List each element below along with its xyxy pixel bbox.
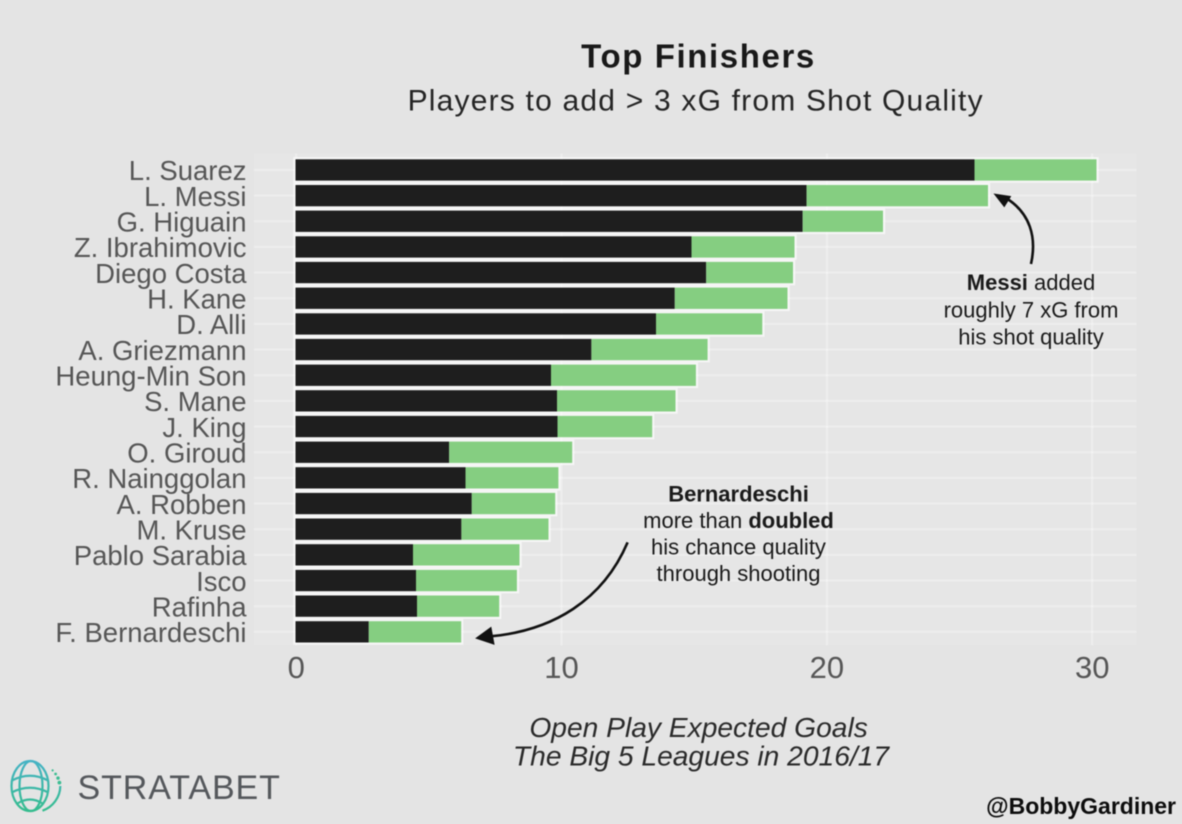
svg-text:F. Bernardeschi: F. Bernardeschi <box>55 617 246 648</box>
svg-text:Z. Ibrahimovic: Z. Ibrahimovic <box>74 232 247 263</box>
svg-text:Messi added: Messi added <box>967 270 1095 295</box>
svg-text:Open Play Expected Goals: Open Play Expected Goals <box>529 711 867 743</box>
svg-text:J. King: J. King <box>162 412 246 443</box>
svg-text:his chance quality: his chance quality <box>651 535 826 560</box>
svg-text:L. Suarez: L. Suarez <box>129 155 247 186</box>
svg-text:D. Alli: D. Alli <box>176 309 246 340</box>
svg-text:L. Messi: L. Messi <box>144 181 246 212</box>
svg-text:The Big 5 Leagues in 2016/17: The Big 5 Leagues in 2016/17 <box>513 740 890 772</box>
svg-text:10: 10 <box>544 650 578 685</box>
svg-text:through shooting: through shooting <box>657 561 821 586</box>
svg-text:0: 0 <box>288 650 305 685</box>
svg-text:A. Robben: A. Robben <box>117 489 247 520</box>
svg-text:Isco: Isco <box>196 566 246 597</box>
svg-text:Heung-Min Son: Heung-Min Son <box>55 361 246 392</box>
svg-text:R. Nainggolan: R. Nainggolan <box>72 463 246 494</box>
svg-text:more than doubled: more than doubled <box>643 508 834 533</box>
svg-text:A. Griezmann: A. Griezmann <box>78 335 246 366</box>
svg-text:Rafinha: Rafinha <box>152 592 247 623</box>
svg-text:roughly 7 xG from: roughly 7 xG from <box>944 298 1119 323</box>
svg-text:H. Kane: H. Kane <box>147 284 246 315</box>
svg-text:Diego Costa: Diego Costa <box>95 258 247 289</box>
svg-text:30: 30 <box>1075 650 1109 685</box>
svg-text:Bernardeschi: Bernardeschi <box>668 482 809 507</box>
svg-text:Top Finishers: Top Finishers <box>581 38 816 75</box>
svg-text:his shot quality: his shot quality <box>958 325 1104 350</box>
svg-text:M. Kruse: M. Kruse <box>136 515 246 546</box>
svg-text:Pablo Sarabia: Pablo Sarabia <box>74 540 247 571</box>
svg-text:O. Giroud: O. Giroud <box>127 438 246 469</box>
svg-text:@BobbyGardiner: @BobbyGardiner <box>986 793 1176 819</box>
svg-text:STRATABET: STRATABET <box>78 769 281 807</box>
svg-text:G. Higuain: G. Higuain <box>117 207 247 238</box>
svg-text:20: 20 <box>810 650 844 685</box>
svg-text:S. Mane: S. Mane <box>144 386 246 417</box>
svg-text:Players to add > 3 xG from Sho: Players to add > 3 xG from Shot Quality <box>408 85 984 118</box>
